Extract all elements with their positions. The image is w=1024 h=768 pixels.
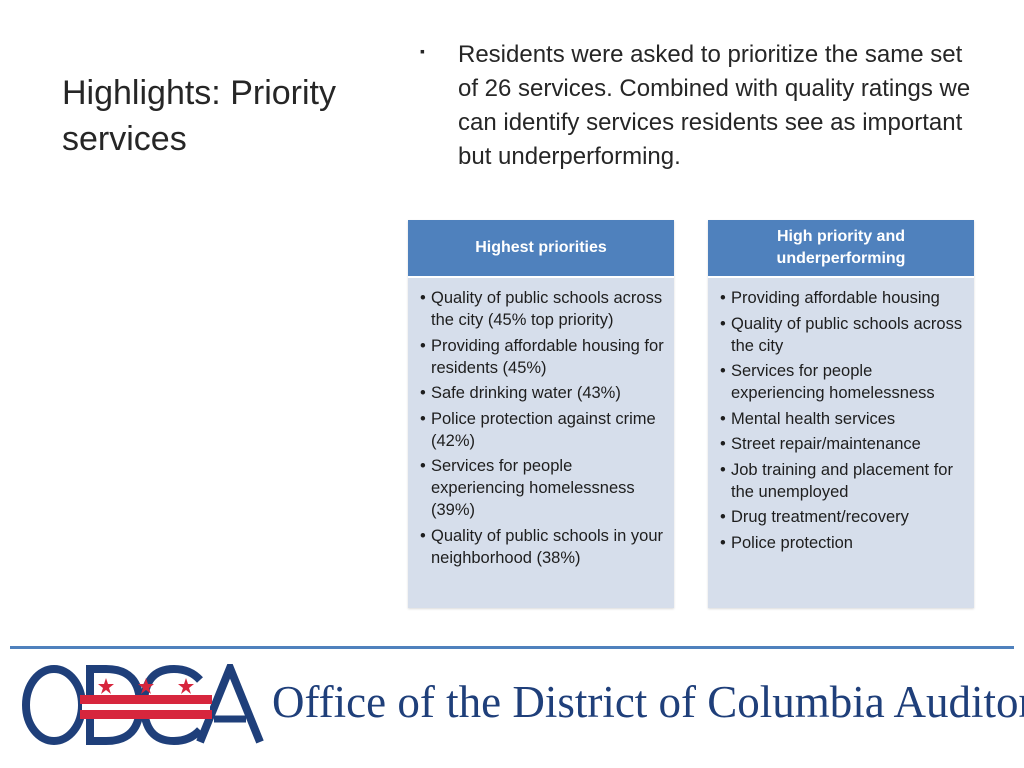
- list-item: • Mental health services: [720, 408, 964, 430]
- footer-divider: [10, 646, 1014, 649]
- bullet-icon: •: [420, 526, 426, 545]
- list-item: • Services for people experiencing homele…: [720, 360, 964, 404]
- intro-paragraph: ▪ Residents were asked to prioritize the…: [420, 38, 980, 174]
- list-item-text: Safe drinking water (43%): [431, 384, 621, 402]
- list-item: • Job training and placement for the unem…: [720, 459, 964, 503]
- list-item-text: Quality of public schools across the cit…: [731, 314, 963, 355]
- high-priority-underperforming-panel: High priority and underperforming • Provi…: [708, 220, 974, 608]
- list-item: • Police protection: [720, 532, 964, 554]
- bullet-icon: •: [420, 384, 426, 402]
- list-item: • Police protection against crime (42%): [420, 408, 664, 452]
- list-item-text: Street repair/maintenance: [731, 435, 921, 453]
- list-item-text: Services for people experiencing homeles…: [431, 457, 635, 519]
- bullet-icon: •: [720, 289, 726, 307]
- list-item-text: Job training and placement for the unemp…: [731, 460, 953, 501]
- list-item-text: Drug treatment/recovery: [731, 508, 909, 526]
- high-priority-underperforming-list: • Providing affordable housing • Quality o…: [708, 278, 974, 554]
- bullet-icon: •: [720, 409, 726, 428]
- highest-priorities-header: Highest priorities: [408, 220, 674, 278]
- highest-priorities-panel: Highest priorities • Quality of public sc…: [408, 220, 674, 608]
- bullet-icon: •: [720, 435, 726, 453]
- list-item-text: Services for people experiencing homeles…: [731, 362, 935, 402]
- list-item-text: Police protection against crime (42%): [431, 409, 656, 450]
- list-item-text: Providing affordable housing: [731, 289, 940, 307]
- list-item-text: Police protection: [731, 533, 853, 552]
- list-item: • Safe drinking water (43%): [420, 382, 664, 404]
- list-item: • Providing affordable housing for reside…: [420, 335, 664, 379]
- bullet-icon: •: [720, 314, 726, 333]
- list-item: • Services for people experiencing homele…: [420, 455, 664, 521]
- bullet-icon: •: [720, 362, 726, 380]
- slide-title: Highlights: Priority services: [62, 74, 336, 158]
- bullet-icon: •: [720, 533, 726, 552]
- highest-priorities-list: • Quality of public schools across the ci…: [408, 278, 674, 569]
- list-item-text: Quality of public schools in your neighb…: [431, 526, 664, 567]
- square-bullet-icon: ▪: [420, 43, 425, 59]
- list-item: • Quality of public schools in your neigh…: [420, 525, 664, 569]
- bullet-icon: •: [420, 457, 426, 475]
- list-item: • Drug treatment/recovery: [720, 506, 964, 528]
- list-item: • Quality of public schools across the ci…: [720, 313, 964, 357]
- list-item: • Quality of public schools across the ci…: [420, 287, 664, 331]
- list-item-text: Mental health services: [731, 409, 896, 428]
- bullet-icon: •: [420, 409, 426, 428]
- bullet-icon: •: [720, 508, 726, 526]
- list-item: • Providing affordable housing: [720, 287, 964, 309]
- bullet-icon: •: [720, 460, 726, 479]
- list-item-text: Quality of public schools across the cit…: [431, 289, 663, 329]
- list-item: • Street repair/maintenance: [720, 433, 964, 455]
- bullet-icon: •: [420, 336, 426, 355]
- high-priority-underperforming-header: High priority and underperforming: [708, 220, 974, 278]
- bullet-icon: •: [420, 289, 426, 307]
- odca-logo: [22, 664, 264, 746]
- list-item-text: Providing affordable housing for residen…: [431, 336, 664, 377]
- intro-text: Residents were asked to prioritize the s…: [458, 41, 971, 170]
- org-name: Office of the District of Columbia Audit…: [272, 677, 1024, 727]
